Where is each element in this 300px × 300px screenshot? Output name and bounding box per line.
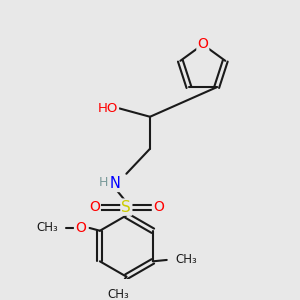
Text: CH₃: CH₃ (36, 221, 58, 235)
Text: O: O (153, 200, 164, 214)
Text: O: O (197, 38, 208, 52)
Text: CH₃: CH₃ (175, 254, 197, 266)
Text: N: N (110, 176, 121, 191)
Text: O: O (75, 221, 86, 235)
Text: O: O (89, 200, 100, 214)
Text: S: S (122, 200, 131, 214)
Text: HO: HO (98, 102, 118, 115)
Text: H: H (99, 176, 108, 189)
Text: CH₃: CH₃ (107, 288, 129, 300)
